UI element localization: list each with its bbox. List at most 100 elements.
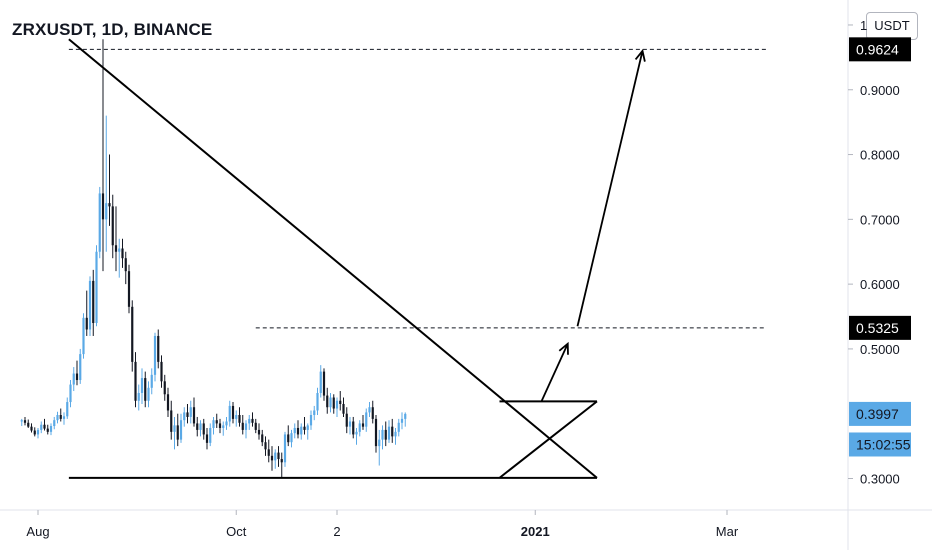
- candle-body: [49, 426, 53, 432]
- candle: [118, 238, 121, 278]
- candle-body: [290, 433, 293, 443]
- candle: [296, 420, 300, 439]
- candle-body: [293, 427, 296, 434]
- candle: [36, 427, 40, 439]
- candle: [319, 365, 322, 398]
- candle: [400, 412, 404, 430]
- candle-body: [280, 459, 283, 463]
- price-label-text: 15:02:55: [856, 436, 911, 452]
- candle-body: [111, 206, 114, 246]
- candle-body: [79, 354, 82, 381]
- candle-body: [27, 422, 30, 427]
- candle-body: [62, 416, 66, 419]
- candle: [153, 332, 157, 382]
- candle-body: [66, 402, 69, 417]
- candle: [316, 387, 319, 416]
- x-tick-label: Oct: [226, 524, 247, 539]
- candle: [144, 371, 147, 408]
- candle: [160, 355, 163, 388]
- candle: [387, 420, 391, 443]
- candle-body: [170, 410, 173, 432]
- candle-body: [179, 420, 183, 440]
- price-label-0.5325: 0.5325: [849, 315, 911, 340]
- candle: [150, 368, 153, 395]
- candle: [49, 423, 53, 436]
- price-label-box: [849, 401, 911, 426]
- candle-body: [144, 378, 147, 401]
- candle-body: [183, 412, 186, 421]
- candle-body: [248, 418, 251, 424]
- candle-body: [105, 203, 108, 220]
- candle: [43, 418, 46, 431]
- candle: [329, 392, 332, 413]
- candle-body: [345, 413, 348, 427]
- candle-body: [153, 335, 157, 375]
- candle-body: [69, 384, 72, 403]
- candle-body: [365, 412, 368, 427]
- candle: [303, 416, 306, 435]
- candle: [404, 412, 407, 427]
- candle-body: [196, 423, 199, 430]
- candle-body: [88, 280, 92, 330]
- candle-body: [306, 425, 309, 430]
- candle-body: [264, 442, 267, 450]
- candle-body: [296, 427, 300, 435]
- trend-line: [68, 38, 598, 479]
- price-label-box: [849, 37, 911, 62]
- candle: [254, 418, 257, 434]
- candle: [79, 348, 82, 384]
- price-label-text: 0.5325: [856, 320, 899, 336]
- candle-body: [313, 410, 316, 416]
- candle: [378, 429, 381, 466]
- candle: [30, 423, 33, 433]
- y-tick-label: 0.5000: [860, 342, 900, 357]
- candle: [352, 416, 355, 439]
- candle: [391, 418, 394, 443]
- candle: [339, 391, 342, 411]
- arrow-annotation: [576, 48, 646, 327]
- candle: [98, 186, 101, 259]
- candle: [88, 276, 92, 336]
- candle-body: [371, 407, 374, 419]
- candle: [248, 415, 251, 430]
- arrow-head: [634, 48, 646, 62]
- candle-body: [163, 381, 166, 395]
- candle: [33, 427, 36, 437]
- candle: [183, 407, 186, 427]
- price-labels-layer: 0.9624 0.5325 0.3997 15:02:55: [849, 37, 911, 457]
- candle: [176, 413, 179, 447]
- candle: [85, 290, 88, 336]
- candle-body: [225, 421, 228, 426]
- candle-body: [361, 423, 365, 427]
- candle: [238, 407, 241, 427]
- candle: [287, 425, 290, 447]
- candle-body: [384, 429, 387, 440]
- candle-body: [287, 434, 290, 443]
- candle: [225, 416, 228, 430]
- candle-body: [166, 394, 170, 411]
- candle: [257, 423, 261, 440]
- candle-body: [95, 251, 98, 324]
- candle: [277, 446, 280, 467]
- candle-body: [397, 422, 400, 432]
- candle: [69, 380, 72, 408]
- candle: [179, 413, 183, 443]
- candle: [241, 415, 244, 435]
- arrow-annotation: [540, 341, 569, 402]
- candle: [127, 264, 131, 314]
- candle: [170, 400, 173, 440]
- candle: [75, 360, 79, 386]
- candle-body: [332, 397, 335, 409]
- x-tick-label: 2: [333, 524, 340, 539]
- candle: [147, 381, 150, 408]
- arrow-shaft: [576, 50, 644, 327]
- candle-body: [82, 317, 85, 355]
- candle-body: [59, 415, 62, 419]
- candle: [368, 402, 371, 417]
- candle: [56, 411, 59, 424]
- candle-body: [127, 271, 131, 307]
- x-tick-label: Mar: [716, 524, 739, 539]
- candle-body: [33, 430, 36, 435]
- trend-line: [498, 400, 598, 479]
